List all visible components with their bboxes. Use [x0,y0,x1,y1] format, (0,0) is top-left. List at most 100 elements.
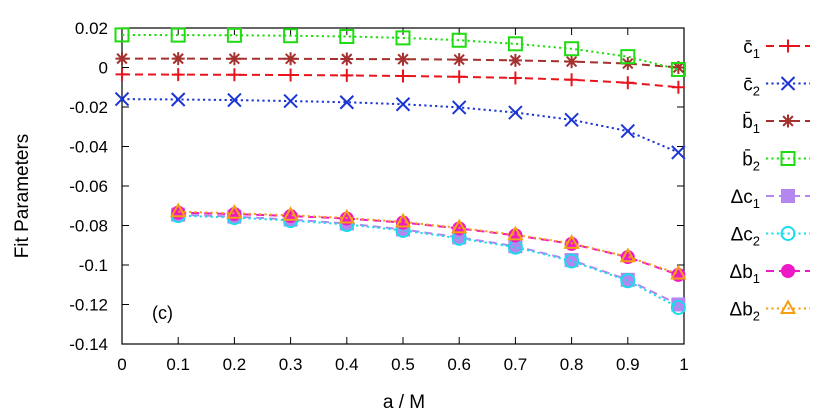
data-point [670,264,687,280]
data-point [620,273,636,289]
data-point [452,70,466,84]
data-point [340,52,354,66]
x-tick-label: 0.1 [166,355,190,374]
data-point [340,68,354,82]
legend-marker [780,151,796,166]
y-tick-label: -0.02 [69,98,108,117]
data-point [227,52,241,66]
x-tick-label: 0.9 [616,355,640,374]
y-tick-label: -0.06 [69,177,108,196]
legend-marker [781,39,795,53]
data-point [508,53,522,67]
legend-label: Δc1 [731,187,760,211]
x-tick-label: 1 [679,355,688,374]
data-point [282,206,299,221]
data-point [395,97,411,112]
y-tick-label: -0.12 [69,296,108,315]
legend-item: b̄2 [742,150,810,174]
series-3 [115,52,685,74]
legend-marker [781,114,795,128]
series-1 [115,67,685,94]
series-line [121,73,679,89]
x-tick-label: 0.7 [504,355,528,374]
data-point [452,53,466,67]
x-tick-label: 0.3 [279,355,303,374]
legend-item: Δc2 [731,225,810,249]
data-point [170,27,186,43]
y-tick-label: 0.02 [75,19,108,38]
legend-marker [779,299,797,315]
legend-item: Δb1 [730,262,810,286]
y-tick-label: 0 [99,59,108,78]
series-line [178,211,679,276]
data-point [565,55,579,69]
data-point [564,112,579,128]
data-point [114,91,130,107]
legend-marker [781,189,795,203]
data-point [283,28,299,44]
data-point [283,93,298,109]
data-point [115,52,129,66]
data-point [563,234,580,249]
x-tick-label: 0.6 [447,355,471,374]
data-point [170,92,186,107]
data-point [284,68,298,82]
legend-item: c̄2 [743,75,810,99]
legend-item: c̄1 [743,37,810,61]
data-point [171,52,185,66]
y-axis: 0.02 0 -0.02 -0.04 -0.06 -0.08 -0.1 -0.12 -0.14 [69,19,684,354]
data-point [620,49,636,65]
data-point [114,27,130,43]
legend-label: Δb1 [730,262,761,286]
data-point [451,32,467,48]
series-line [178,213,679,306]
data-point [339,95,355,110]
x-tick-label: 0 [117,355,126,374]
data-point [396,69,410,83]
legend: c̄1 c̄2 b̄1 b̄2 Δc1 Δc2 Δb1 Δb2 [730,37,810,324]
data-point [226,204,243,219]
data-point [564,41,580,57]
data-point [671,61,685,74]
y-axis-title: Fit Parameters [12,134,33,259]
legend-marker [780,76,796,91]
legend-label: Δb2 [730,300,761,324]
data-point [670,299,686,315]
series-8 [170,202,687,280]
legend-label: c̄1 [743,37,760,61]
y-tick-label: -0.1 [79,256,108,275]
data-point [564,253,580,269]
series-line [121,33,679,71]
data-point [671,80,685,94]
x-axis: 0 0.1 0.2 0.3 0.4 0.5 0.6 0.7 0.8 0.9 1 [117,28,689,374]
series-line [122,57,679,69]
y-tick-label: -0.08 [69,217,108,236]
series-layer [114,27,687,315]
data-point [226,27,242,43]
panel-label: (c) [152,303,173,323]
data-point [394,212,412,228]
legend-item: Δb2 [730,299,810,324]
data-point [115,67,129,81]
data-point [170,202,187,218]
data-point [338,208,355,224]
legend-item: b̄1 [742,112,810,136]
data-point [451,218,468,234]
x-tick-label: 0.8 [560,355,584,374]
series-line [178,210,679,275]
x-axis-title: a / M [383,392,425,413]
series-2 [114,91,686,160]
data-point [339,28,355,44]
legend-label: b̄2 [742,150,760,174]
y-tick-label: -0.04 [69,138,108,157]
data-point [395,30,411,46]
data-point [396,52,410,66]
data-point [508,71,522,85]
data-point [171,68,185,82]
data-point [227,68,241,82]
data-point [227,92,242,108]
data-point [670,61,686,77]
series-4 [114,27,686,77]
x-tick-label: 0.2 [223,355,247,374]
